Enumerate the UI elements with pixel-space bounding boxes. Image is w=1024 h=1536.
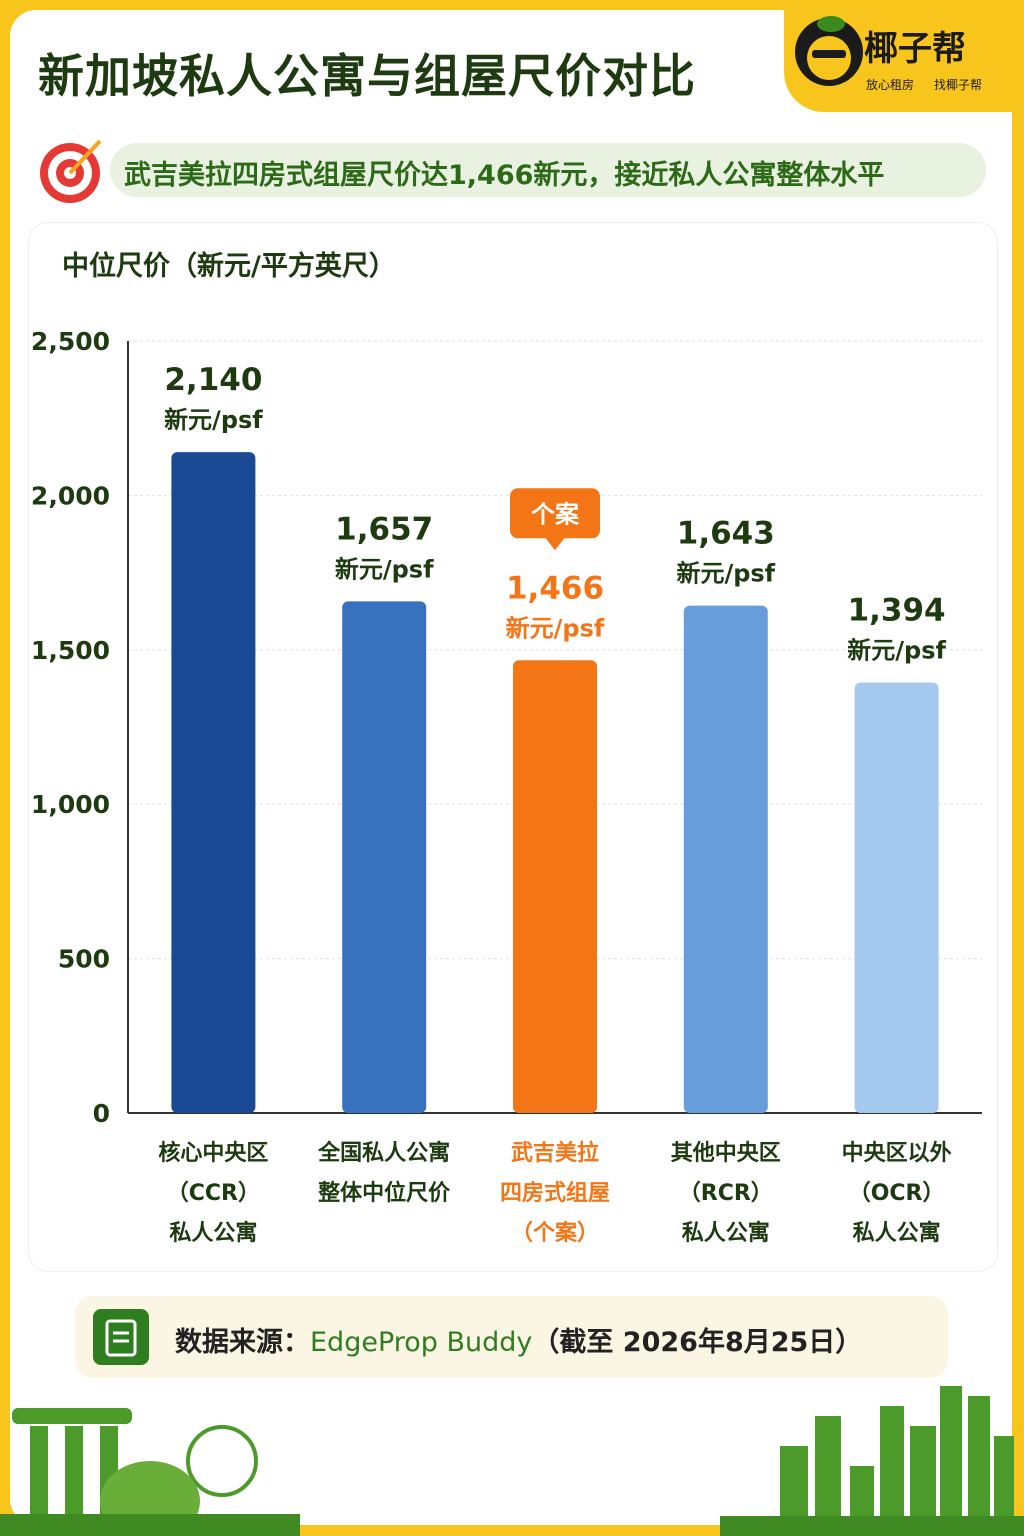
brand: 椰子帮 [864, 29, 966, 69]
value-unit: 新元/psf [335, 555, 434, 583]
title: 新加坡私人公寓与组屋尺价对比 [38, 49, 696, 103]
y-axis-label: 中位尺价（新元/平方英尺） [62, 250, 396, 282]
y-tick-label: 2,000 [31, 481, 110, 510]
headline: 武吉美拉四房式组屋尺价达1,466新元，接近私人公寓整体水平 [124, 160, 885, 191]
source-icon [93, 1309, 149, 1365]
highlight-label: 个案 [531, 500, 580, 528]
bar [342, 601, 427, 1113]
source-box: 数据来源：EdgeProp Buddy（截至 2026年8月25日） [75, 1296, 948, 1378]
slogan: 找椰子帮 [934, 77, 982, 92]
value-unit: 新元/psf [506, 614, 605, 642]
value-unit: 新元/psf [164, 406, 263, 434]
y-tick-label: 2,500 [31, 327, 110, 356]
skyline [0, 1386, 1024, 1536]
value-label: 2,140 [164, 362, 262, 398]
value-label: 1,657 [335, 511, 433, 547]
value-unit: 新元/psf [676, 560, 775, 588]
slogan: 放心租房 [866, 77, 914, 92]
brand-box: 椰子帮 放心租房 找椰子帮 [784, 0, 1024, 112]
bar [854, 682, 939, 1113]
source-name: EdgeProp Buddy [310, 1327, 533, 1358]
badge-pointer [545, 537, 565, 551]
value-unit: 新元/psf [847, 637, 946, 665]
source-label: 数据来源： [175, 1327, 310, 1358]
value-label: 1,643 [677, 516, 775, 552]
value-label: 1,394 [848, 593, 946, 629]
value-label: 1,466 [506, 570, 604, 606]
target-icon [40, 139, 102, 203]
x-tick-label: 其他中央区 （RCR） 私人公寓 [670, 1141, 781, 1246]
headline-box: 武吉美拉四房式组屋尺价达1,466新元，接近私人公寓整体水平 [110, 143, 986, 197]
source-date: （截至 2026年8月25日） [532, 1327, 863, 1358]
y-tick-label: 500 [58, 945, 110, 974]
y-tick-label: 1,000 [31, 790, 110, 819]
x-tick-label: 中央区以外 （OCR） 私人公寓 [841, 1141, 952, 1246]
bar [683, 605, 768, 1113]
y-tick-label: 1,500 [31, 636, 110, 665]
y-tick-label: 0 [93, 1099, 110, 1128]
bar [171, 452, 256, 1114]
x-tick-label: 核心中央区 （CCR） 私人公寓 [158, 1141, 269, 1246]
highlight-badge [510, 488, 600, 539]
x-tick-label: 武吉美拉 四房式组屋 （个案） [499, 1141, 610, 1246]
bar [513, 660, 597, 1113]
logo: 椰子帮 放心租房 找椰子帮 [795, 16, 982, 92]
x-tick-label: 全国私人公寓 整体中位尺价 [318, 1141, 451, 1206]
